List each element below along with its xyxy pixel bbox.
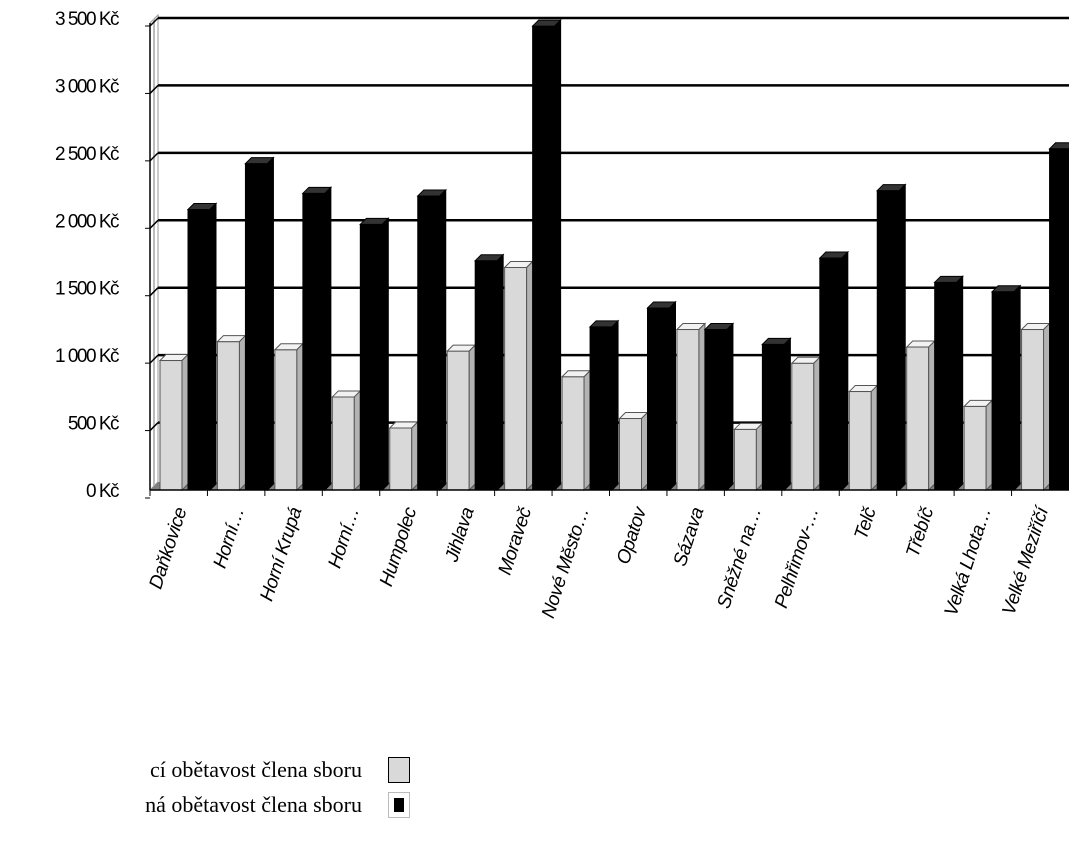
bar-series-2 xyxy=(301,186,333,492)
gridline-wall xyxy=(149,219,159,229)
x-tick-label: Sázava xyxy=(670,505,709,569)
gridline-wall xyxy=(149,17,159,27)
legend-swatch-dark xyxy=(388,792,410,818)
bar-series-1 xyxy=(216,334,247,492)
bar-series-2 xyxy=(186,202,218,492)
x-tick-label: Jihlava xyxy=(441,505,478,565)
bar-series-2 xyxy=(588,319,620,492)
bar-series-1 xyxy=(273,342,305,492)
legend-swatch-light xyxy=(388,757,410,783)
legend-label: ná obětavost člena sboru xyxy=(145,792,362,817)
bar-series-1 xyxy=(1020,322,1051,492)
bar-series-2 xyxy=(933,275,964,492)
bar-series-1 xyxy=(560,369,592,492)
bar-series-2 xyxy=(990,284,1022,492)
bar-series-1 xyxy=(618,411,649,492)
x-tick-label: Velká Lhota… xyxy=(941,505,996,619)
y-tick-label: 0 Kč xyxy=(86,481,119,502)
bar-series-1 xyxy=(503,260,534,492)
legend-item-series-1: cí obětavost člena sboru xyxy=(0,755,420,785)
bar-series-2 xyxy=(473,253,505,492)
x-tick-label: Humpolec xyxy=(376,504,421,589)
bar-series-1 xyxy=(445,343,477,492)
legend-item-series-2: ná obětavost člena sboru xyxy=(0,790,420,820)
y-tick-label: 2 500 Kč xyxy=(55,144,119,165)
y-tick-label: 500 Kč xyxy=(68,414,119,435)
bar-series-2 xyxy=(531,18,562,492)
x-tick-label: Sněžné na… xyxy=(713,505,765,611)
bar-series-1 xyxy=(331,389,362,492)
x-tick-label: Nové Město… xyxy=(538,505,593,621)
x-tick-label: Daňkovice xyxy=(145,505,191,592)
x-tick-label: Třebíč xyxy=(902,504,938,560)
x-tick-label: Horní… xyxy=(210,505,249,571)
x-tick-label: Velké Meziříčí xyxy=(999,503,1054,618)
y-tick-label: 1 500 Kč xyxy=(55,279,119,300)
gridline-wall xyxy=(149,287,159,297)
gridline-wall xyxy=(149,152,159,162)
y-tick-label: 2 000 Kč xyxy=(55,211,119,232)
bar-series-2 xyxy=(244,156,275,492)
bar-series-1 xyxy=(158,353,190,492)
bar-series-2 xyxy=(818,250,850,492)
bar-series-1 xyxy=(962,399,994,492)
bar-series-2 xyxy=(703,322,735,492)
bar-series-2 xyxy=(359,217,390,492)
bar-series-1 xyxy=(848,384,879,492)
bar-series-2 xyxy=(1048,142,1069,491)
bar-series-1 xyxy=(905,339,936,492)
x-tick-label: Pelhřimov-… xyxy=(771,505,823,611)
bar-series-2 xyxy=(646,300,677,492)
y-tick-label: 1 000 Kč xyxy=(55,346,119,367)
bar-series-1 xyxy=(675,322,707,492)
x-tick-label: Horní… xyxy=(325,505,364,571)
legend-label: cí obětavost člena sboru xyxy=(150,757,362,782)
x-axis-ticks: Daňkovice Horní… Horní Krupá Horní… Humpolec… xyxy=(145,489,1069,621)
bar-series-2 xyxy=(876,183,907,492)
bars xyxy=(158,18,1069,492)
bar-series-1 xyxy=(790,356,822,492)
y-tick-label: 3 500 Kč xyxy=(55,9,119,30)
gridline-wall xyxy=(149,84,159,94)
gridline-wall xyxy=(149,422,159,432)
bar-series-1 xyxy=(388,420,419,492)
y-axis-ticks: 0 Kč 500 Kč 1 000 Kč 1 500 Kč 2 000 Kč 2 500 … xyxy=(55,9,150,502)
bar-series-1 xyxy=(733,422,764,492)
bar-series-2 xyxy=(416,188,447,492)
x-tick-label: Moraveč xyxy=(495,504,537,577)
x-tick-label: Opatov xyxy=(613,503,652,567)
gridline-wall xyxy=(149,354,159,364)
x-tick-label: Telč xyxy=(851,504,881,542)
x-tick-label: Horní Krupá xyxy=(256,505,306,604)
y-tick-label: 3 000 Kč xyxy=(55,76,119,97)
bar-series-2 xyxy=(761,337,792,492)
